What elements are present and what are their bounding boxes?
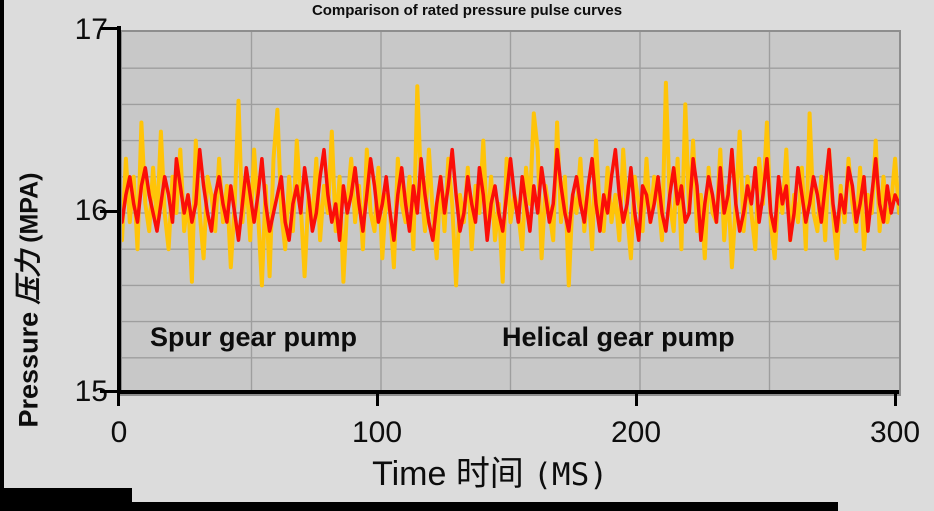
y-axis-title-zh: 压力 xyxy=(13,250,44,305)
x-axis-title-unit: (MS) xyxy=(533,457,608,493)
chart-title: Comparison of rated pressure pulse curve… xyxy=(311,2,623,19)
legend-label-helical-gear-pump: Helical gear pump xyxy=(502,322,735,352)
x-axis-line xyxy=(117,390,899,394)
legend-swatch-helical-gear-pump xyxy=(567,304,645,318)
y-tick-17 xyxy=(100,27,118,30)
plot-svg xyxy=(122,32,899,394)
y-tick-16 xyxy=(100,210,118,213)
y-axis-title-en: Pressure xyxy=(13,311,44,428)
x-tick-label-0: 0 xyxy=(110,416,128,449)
x-tick-label-100: 100 xyxy=(351,416,403,449)
x-axis-title-en: Time xyxy=(372,455,447,493)
x-tick-label-200: 200 xyxy=(610,416,662,449)
x-tick-100 xyxy=(376,394,379,406)
y-axis-line xyxy=(117,26,121,394)
x-tick-0 xyxy=(117,394,120,406)
image-border-left xyxy=(0,0,4,511)
x-axis-title: Time 时间 (MS) xyxy=(0,455,934,494)
x-axis-title-zh: 时间 xyxy=(455,455,524,493)
y-tick-15 xyxy=(100,390,118,393)
plot-area xyxy=(120,30,901,396)
image-border-bottom xyxy=(0,502,838,511)
x-tick-label-300: 300 xyxy=(869,416,921,449)
x-tick-200 xyxy=(635,394,638,406)
y-axis-title-unit: (MPA) xyxy=(15,172,44,243)
legend-label-spur-gear-pump: Spur gear pump xyxy=(150,322,358,352)
x-tick-300 xyxy=(894,394,897,406)
y-axis-title: Pressure 压力 (MPA) xyxy=(7,173,46,428)
legend-swatch-spur-gear-pump xyxy=(200,304,276,318)
y-tick-label-17: 17 xyxy=(74,13,108,46)
